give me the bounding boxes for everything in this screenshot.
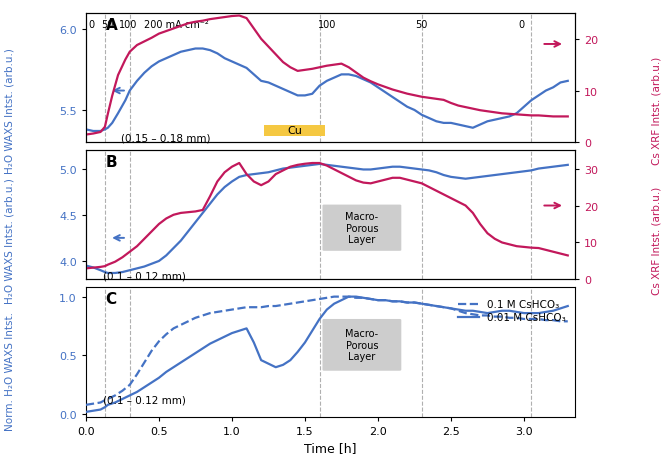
Text: 200 mA cm⁻²: 200 mA cm⁻² [144,20,209,30]
Text: Macro-
Porous
Layer: Macro- Porous Layer [345,329,379,362]
Bar [264,125,325,137]
Text: Cu: Cu [288,126,302,136]
X-axis label: Time [h]: Time [h] [304,441,357,454]
Text: Cs XRF Intst. (arb.u.): Cs XRF Intst. (arb.u.) [651,187,661,295]
Text: C: C [106,292,116,307]
Legend: 0.1 M CsHCO₃, 0.01 M CsHCO₃: 0.1 M CsHCO₃, 0.01 M CsHCO₃ [453,295,570,327]
Text: A: A [106,18,117,33]
Text: 50: 50 [416,20,428,30]
Text: (0.15 – 0.18 mm): (0.15 – 0.18 mm) [122,133,211,143]
Text: Cs XRF Intst. (arb.u.): Cs XRF Intst. (arb.u.) [651,57,661,165]
FancyBboxPatch shape [323,319,401,371]
Text: Macro-
Porous
Layer: Macro- Porous Layer [345,212,379,245]
Text: 100: 100 [119,20,137,30]
Text: 0: 0 [518,20,524,30]
Text: 0: 0 [89,20,95,30]
FancyBboxPatch shape [323,205,401,251]
Text: H₂O WAXS Intst. (arb.u.): H₂O WAXS Intst. (arb.u.) [5,48,15,174]
Text: H₂O WAXS Intst. (arb.u.): H₂O WAXS Intst. (arb.u.) [5,178,15,304]
Text: (0.1 – 0.12 mm): (0.1 – 0.12 mm) [103,395,186,405]
Text: (0.1 – 0.12 mm): (0.1 – 0.12 mm) [103,271,186,281]
Text: 100: 100 [318,20,336,30]
Text: B: B [106,155,117,169]
Text: Norm. H₂O WAXS Intst.: Norm. H₂O WAXS Intst. [5,311,15,430]
Text: 50: 50 [102,20,114,30]
